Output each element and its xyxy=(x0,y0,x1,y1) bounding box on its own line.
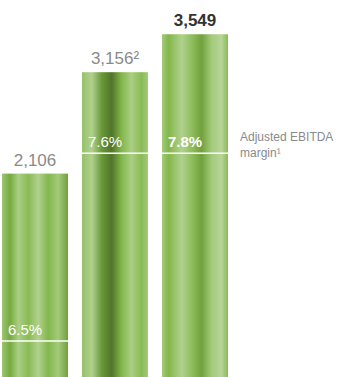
annotation-line: margin¹ xyxy=(240,146,281,160)
bar xyxy=(162,34,228,377)
value-label: 2,106 xyxy=(14,151,57,170)
chart: 2,106 6.5% 3,156² 7.6% 3,549 7.8% Adjusted EBI… xyxy=(0,0,342,377)
margin-line xyxy=(2,340,68,342)
annotation-line: Adjusted EBITDA xyxy=(240,130,333,144)
labels: 2,106 6.5% 3,156² 7.6% 3,549 7.8% Adjusted EBI… xyxy=(8,11,333,338)
margin-line xyxy=(82,152,148,154)
margin-label: 6.5% xyxy=(8,321,42,338)
page: {"chart_data": {"type": "bar", "categori… xyxy=(0,0,342,377)
value-label: 3,156² xyxy=(91,49,140,68)
margin-label: 7.8% xyxy=(168,133,202,150)
bar xyxy=(2,174,68,377)
annotation: Adjusted EBITDA margin¹ xyxy=(240,130,333,160)
value-label: 3,549 xyxy=(174,11,217,30)
bars xyxy=(2,34,228,377)
margin-line xyxy=(162,152,228,154)
bar xyxy=(82,72,148,377)
margin-label: 7.6% xyxy=(88,133,122,150)
